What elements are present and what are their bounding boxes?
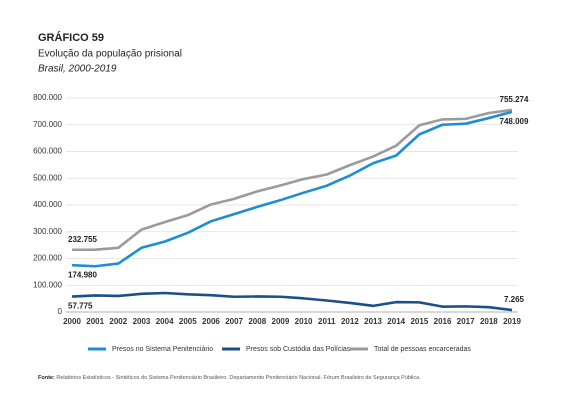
x-tick-label: 2004 — [156, 317, 174, 326]
x-tick-label: 2011 — [318, 317, 336, 326]
x-tick-label: 2010 — [295, 317, 313, 326]
line — [71, 108, 513, 252]
y-tick-label: 0 — [58, 307, 63, 316]
x-tick-label: 2008 — [248, 317, 266, 326]
y-tick-label: 100.000 — [33, 280, 62, 289]
legend-label: Presos no Sistema Penitenciário — [112, 346, 213, 353]
x-tick-label: 2007 — [225, 317, 243, 326]
x-tick-label: 2018 — [480, 317, 498, 326]
x-tick-label: 2014 — [387, 317, 405, 326]
data-label: 232.755 — [68, 235, 97, 244]
data-label: 7.265 — [504, 295, 525, 304]
x-tick-label: 2000 — [63, 317, 81, 326]
x-tick-label: 2005 — [179, 317, 197, 326]
y-tick-label: 500.000 — [33, 173, 62, 182]
x-tick-label: 2013 — [364, 317, 382, 326]
y-tick-label: 400.000 — [33, 200, 62, 209]
chart-subtitle: Brasil, 2000-2019 — [38, 64, 117, 75]
data-label: 755.274 — [500, 95, 529, 104]
legend-label: Total de pessoas encarceradas — [374, 346, 471, 353]
x-tick-label: 2002 — [109, 317, 127, 326]
legend-label: Presos sob Custódia das Polícias — [246, 346, 351, 353]
x-tick-label: 2019 — [503, 317, 521, 326]
x-tick-label: 2016 — [434, 317, 452, 326]
x-tick-label: 2006 — [202, 317, 220, 326]
data-label: 748.009 — [500, 117, 529, 126]
source: Fonte: Relatórios Estatísticos - Sintéti… — [38, 375, 421, 381]
x-tick-label: 2009 — [272, 317, 290, 326]
chart-title: GRÁFICO 59 — [38, 31, 104, 44]
line — [71, 110, 513, 268]
data-label: 57.775 — [68, 302, 93, 311]
x-tick-label: 2017 — [457, 317, 475, 326]
y-tick-label: 200.000 — [33, 254, 62, 263]
y-tick-label: 300.000 — [33, 227, 62, 236]
y-tick-label: 700.000 — [33, 120, 62, 129]
chart-subtitle: Evolução da população prisional — [38, 49, 182, 60]
x-tick-label: 2012 — [341, 317, 359, 326]
y-tick-label: 600.000 — [33, 147, 62, 156]
source-label: Fonte: — [38, 375, 55, 381]
data-label: 174.980 — [68, 270, 97, 279]
line — [71, 291, 513, 312]
x-tick-label: 2003 — [133, 317, 151, 326]
x-tick-label: 2015 — [410, 317, 428, 326]
source-text: Relatórios Estatísticos - Sintéticos do … — [56, 375, 421, 381]
x-tick-label: 2001 — [86, 317, 104, 326]
y-tick-label: 800.000 — [33, 93, 62, 102]
